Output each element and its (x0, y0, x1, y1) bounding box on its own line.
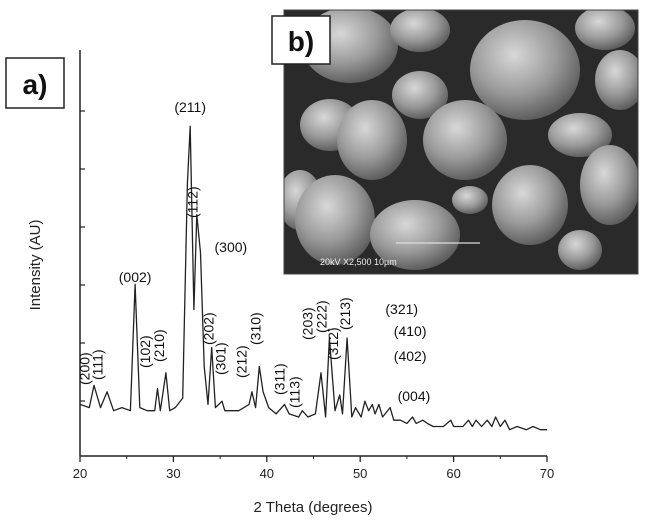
x-tick-label: 50 (353, 466, 367, 481)
hkl-label: (211) (174, 99, 206, 115)
hkl-label: (311) (272, 363, 288, 395)
sem-scale-text: 20kV X2,500 10µm (320, 257, 397, 267)
sem-inset: 20kV X2,500 10µm (283, 9, 639, 275)
x-tick-label: 70 (540, 466, 554, 481)
hkl-label: (402) (394, 348, 427, 364)
hkl-label: (002) (119, 269, 152, 285)
hkl-label: (202) (201, 312, 217, 345)
hkl-label: (312) (325, 327, 341, 360)
panel-a-label: a) (23, 69, 48, 100)
hkl-label: (112) (185, 186, 201, 218)
hkl-label: (200) (76, 352, 92, 385)
hkl-label: (301) (213, 342, 229, 375)
hkl-label: (321) (385, 301, 418, 317)
x-axis-title: 2 Theta (degrees) (254, 499, 373, 516)
hkl-label: (300) (215, 239, 248, 255)
x-tick-label: 40 (260, 466, 274, 481)
x-axis-ticks: 20 30 40 50 60 70 (73, 456, 554, 481)
y-axis-ticks (80, 110, 85, 402)
hkl-label: (310) (247, 312, 263, 345)
hkl-label: (212) (233, 345, 249, 378)
hkl-label: (111) (89, 349, 105, 380)
panel-a-box (5, 57, 65, 109)
panel-b-box (271, 15, 331, 65)
hkl-labels: (200)(111) (002) (102)(210) (211) (112) (300)… (76, 99, 430, 408)
hkl-label: (222) (314, 300, 330, 333)
x-tick-label: 60 (446, 466, 460, 481)
hkl-label: (113) (287, 376, 303, 408)
hkl-label: (203) (300, 307, 316, 340)
x-tick-label: 30 (166, 466, 180, 481)
panel-b-label: b) (288, 26, 314, 57)
y-axis-title: Intensity (AU) (27, 220, 44, 311)
x-tick-label: 20 (73, 466, 87, 481)
hkl-label: (102) (137, 335, 153, 368)
hkl-label: (210) (151, 329, 167, 362)
hkl-label: (213) (337, 297, 353, 330)
hkl-label: (410) (394, 323, 427, 339)
xrd-pattern-line (79, 125, 547, 431)
sem-particles (284, 10, 638, 270)
hkl-label: (004) (398, 388, 431, 404)
